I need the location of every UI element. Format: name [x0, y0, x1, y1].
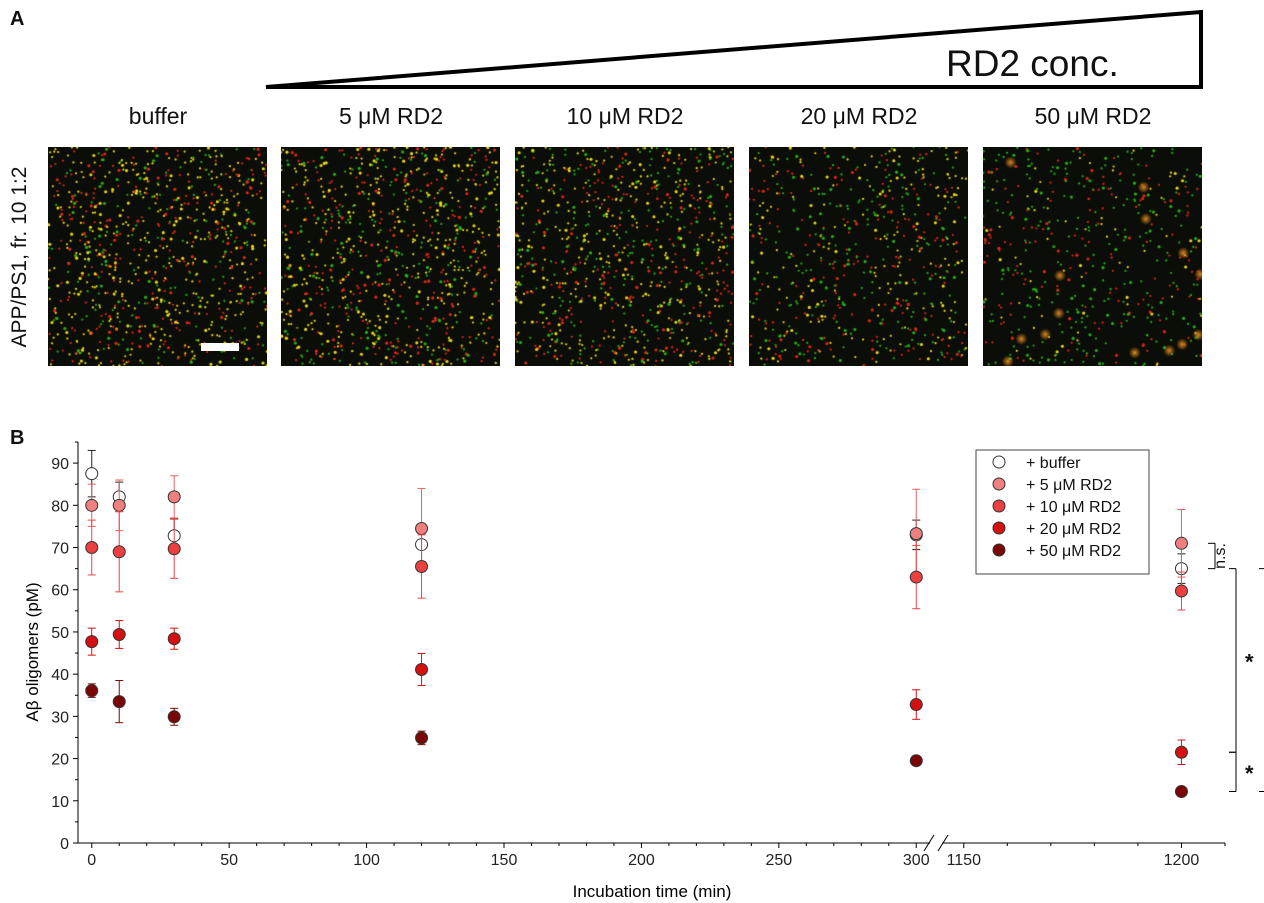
data-point — [168, 543, 180, 555]
data-point — [168, 633, 180, 645]
column-title-50um: 50 μM RD2 — [983, 103, 1203, 130]
legend-marker — [993, 478, 1005, 490]
data-point — [168, 711, 180, 723]
y-tick-label: 80 — [51, 498, 69, 515]
y-tick-label: 60 — [51, 583, 69, 600]
data-point — [1175, 537, 1187, 549]
significance-label: * — [1245, 649, 1254, 674]
y-tick-label: 50 — [51, 625, 69, 642]
series-3 — [86, 621, 1188, 765]
x-tick-label: 0 — [87, 852, 96, 869]
data-point — [86, 499, 98, 511]
x-tick-label: 300 — [903, 852, 930, 869]
legend-marker — [993, 456, 1005, 468]
legend-label: + 10 μM RD2 — [1026, 499, 1121, 516]
scale-bar — [201, 343, 239, 351]
micrograph-10um — [515, 147, 734, 366]
data-point — [1175, 585, 1187, 597]
micrograph-buffer — [48, 147, 267, 366]
row-label: APP/PS1, fr. 10 1:2 — [8, 167, 32, 348]
legend-marker — [993, 500, 1005, 512]
column-title-buffer: buffer — [48, 103, 268, 130]
data-point — [113, 628, 125, 640]
column-title-10um: 10 μM RD2 — [515, 103, 735, 130]
data-point — [86, 685, 98, 697]
micrograph-50um — [983, 147, 1202, 366]
significance-label: * — [1245, 761, 1254, 786]
y-tick-label: 30 — [51, 709, 69, 726]
legend-marker — [993, 522, 1005, 534]
y-tick-label: 90 — [51, 456, 69, 473]
legend-label: + buffer — [1026, 455, 1081, 472]
x-tick-label: 1200 — [1164, 852, 1200, 869]
legend-label: + 20 μM RD2 — [1026, 521, 1121, 538]
data-point — [86, 542, 98, 554]
x-tick-label: 1150 — [947, 852, 982, 869]
significance-brackets: n.s. * * — [1208, 543, 1264, 791]
series-4 — [86, 680, 1188, 797]
data-point — [86, 468, 98, 480]
x-tick-label: 150 — [491, 852, 518, 869]
y-tick-label: 40 — [51, 667, 69, 684]
gradient-label: RD2 conc. — [946, 43, 1119, 85]
data-point — [113, 499, 125, 511]
data-point — [1175, 786, 1187, 798]
legend-label: + 5 μM RD2 — [1026, 477, 1112, 494]
y-tick-label: 70 — [51, 541, 69, 558]
x-axis-label: Incubation time (min) — [573, 882, 732, 901]
y-axis-label: Aβ oligomers (pM) — [23, 582, 42, 721]
y-tick-label: 10 — [51, 794, 69, 811]
data-point — [1175, 746, 1187, 758]
column-title-5um: 5 μM RD2 — [281, 103, 501, 130]
data-point — [416, 664, 428, 676]
micrograph-5um — [281, 147, 500, 366]
significance-label: n.s. — [1212, 543, 1229, 569]
data-point — [416, 732, 428, 744]
column-title-20um: 20 μM RD2 — [749, 103, 969, 130]
y-tick-label: 0 — [60, 836, 69, 853]
legend-marker — [993, 544, 1005, 556]
data-point — [416, 523, 428, 535]
chart-legend: + buffer + 5 μM RD2 + 10 μM RD2 + 20 μM RD2… — [976, 450, 1149, 574]
x-tick-label: 200 — [628, 852, 655, 869]
data-point — [113, 546, 125, 558]
data-point — [910, 571, 922, 583]
micrograph-20um — [749, 147, 968, 366]
legend-label: + 50 μM RD2 — [1026, 543, 1121, 560]
x-tick-label: 250 — [765, 852, 792, 869]
scatter-chart: 0 10 20 30 40 50 60 70 80 90 0 50 100 150 200 250 300 115… — [0, 430, 1264, 903]
data-point — [168, 491, 180, 503]
y-tick-label: 20 — [51, 752, 69, 769]
x-tick-label: 100 — [353, 852, 380, 869]
x-tick-label: 50 — [220, 852, 238, 869]
data-point — [910, 699, 922, 711]
panel-a-label: A — [10, 8, 24, 31]
data-point — [910, 755, 922, 767]
row-label-container: APP/PS1, fr. 10 1:2 — [0, 147, 40, 366]
data-point — [910, 528, 922, 540]
data-point — [113, 696, 125, 708]
data-point — [416, 561, 428, 573]
data-point — [86, 636, 98, 648]
